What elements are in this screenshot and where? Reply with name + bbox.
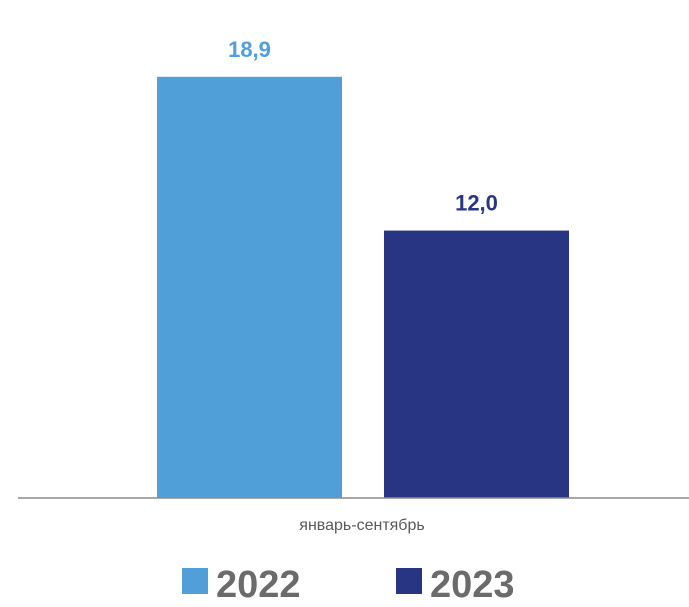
bars-group [157, 76, 569, 499]
value-labels-group: 18,9 12,0 [228, 37, 498, 216]
value-label-2023: 12,0 [455, 191, 498, 216]
x-tick-label: январь-сентябрь [299, 517, 424, 534]
legend-label-2022: 2022 [216, 564, 301, 606]
legend: 2022 2023 [182, 564, 515, 606]
bar-2022 [157, 76, 342, 499]
legend-swatch-2022 [182, 568, 208, 594]
value-label-2022: 18,9 [228, 37, 271, 62]
legend-swatch-2023 [396, 568, 422, 594]
bar-2023 [384, 230, 569, 499]
legend-label-2023: 2023 [430, 564, 515, 606]
